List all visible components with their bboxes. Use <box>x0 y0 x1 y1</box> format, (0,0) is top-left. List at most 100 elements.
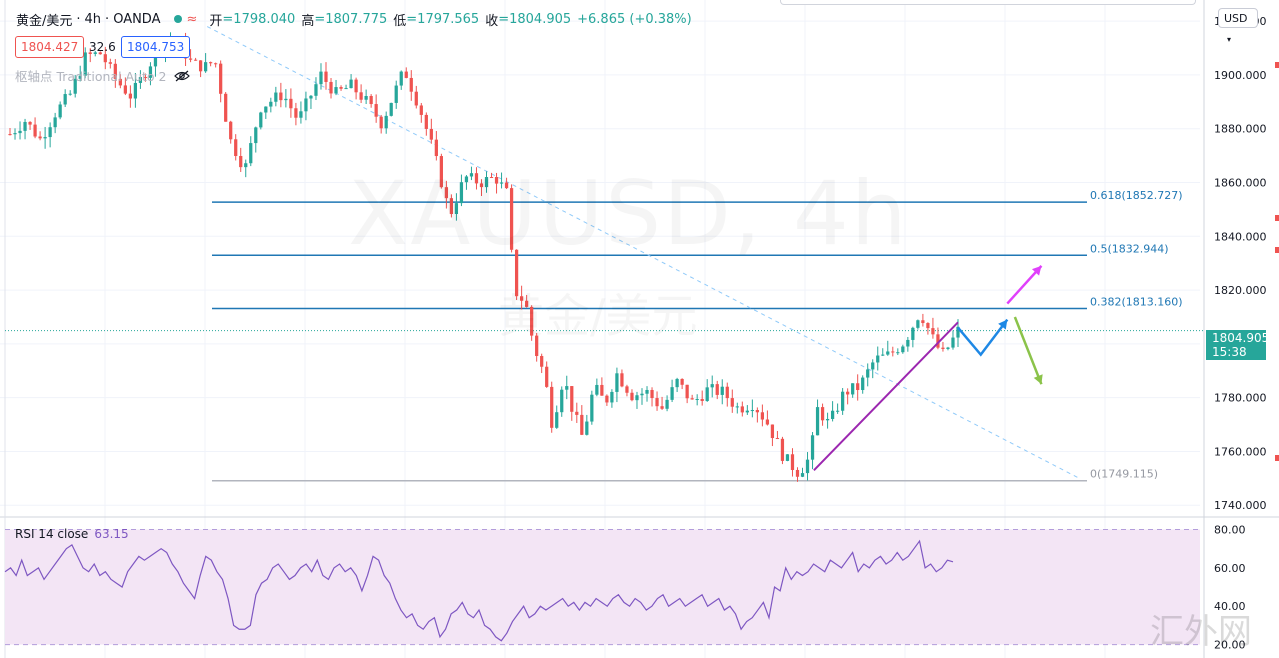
candle-body <box>846 391 850 395</box>
candle-body <box>685 384 689 399</box>
candle-body <box>254 127 258 144</box>
candle-body <box>926 323 930 329</box>
candle-body <box>123 85 127 94</box>
candle-body <box>545 366 549 387</box>
candle-body <box>866 369 870 378</box>
candle-body <box>209 62 213 64</box>
candle-body <box>615 373 619 392</box>
candle-body <box>595 384 599 395</box>
candle-body <box>936 334 940 348</box>
open-value: =1798.040 <box>222 11 296 27</box>
candle-body <box>565 386 569 390</box>
candle-body <box>319 71 323 85</box>
y-tick-label: 1740.000 <box>1214 499 1267 512</box>
currency-label: USD <box>1224 12 1248 25</box>
candle-body <box>193 59 198 61</box>
candle-body <box>439 156 443 188</box>
rsi-tick-label: 20.00 <box>1214 639 1246 652</box>
candle-body <box>489 177 494 179</box>
candle-body <box>921 320 925 324</box>
currency-dropdown[interactable]: USD ▾ <box>1218 8 1258 44</box>
symbol-name[interactable]: 黄金/美元 <box>16 13 73 29</box>
candle-body <box>374 104 378 117</box>
sell-price-button[interactable]: 1804.427 <box>15 36 85 58</box>
candle-body <box>334 87 338 94</box>
candle-body <box>956 326 960 338</box>
candle-body <box>148 66 153 78</box>
hide-eye-icon[interactable] <box>174 70 191 82</box>
candle-body <box>800 473 805 477</box>
candle-body <box>810 435 815 460</box>
change-value: +6.865 (+0.38%) <box>577 11 692 27</box>
candle-body <box>540 356 544 367</box>
separator: · <box>105 11 110 27</box>
candle-body <box>48 127 52 138</box>
rsi-tick-label: 80.00 <box>1214 524 1246 537</box>
candle-body <box>229 121 233 140</box>
candle-body <box>730 398 734 407</box>
candle-body <box>695 398 699 400</box>
candle-body <box>725 386 729 399</box>
candle-body <box>108 62 112 64</box>
candle-body <box>881 354 885 356</box>
rsi-legend[interactable]: RSI 14 close 63.15 <box>15 527 129 541</box>
candle-body <box>820 407 825 421</box>
candle-body <box>344 88 348 90</box>
candle-body <box>635 395 639 401</box>
candle-body <box>946 347 950 349</box>
candle-body <box>284 98 288 101</box>
wave-icon[interactable]: ≈ <box>186 11 198 27</box>
candle-body <box>896 352 900 354</box>
downtrend-dashed-line <box>206 26 1080 479</box>
rsi-band <box>5 529 1200 645</box>
candle-body <box>499 182 504 184</box>
chevron-down-icon: ▾ <box>1227 35 1232 44</box>
fib-level-label: 0(1749.115) <box>1090 468 1158 481</box>
candle-body <box>198 60 203 72</box>
candle-body <box>459 182 464 204</box>
candle-body <box>399 71 403 86</box>
candle-body <box>645 389 649 394</box>
last-price-value: 1804.905 <box>1212 331 1270 345</box>
candle-body <box>304 98 308 112</box>
candle-body <box>219 63 223 94</box>
candle-body <box>760 412 765 420</box>
buy-price-button[interactable]: 1804.753 <box>121 36 191 58</box>
candle-body <box>655 398 659 407</box>
rsi-tick-label: 60.00 <box>1214 562 1246 575</box>
candle-body <box>755 410 759 413</box>
candle-body <box>68 93 72 95</box>
candle-body <box>620 373 624 387</box>
candle-body <box>409 77 413 92</box>
candle-body <box>494 177 499 184</box>
high-label: 高 <box>301 13 315 29</box>
candle-body <box>349 79 353 89</box>
candle-body <box>314 84 318 96</box>
candle-body <box>309 95 313 99</box>
candle-body <box>128 93 133 99</box>
candle-body <box>856 383 860 391</box>
candle-body <box>705 387 709 402</box>
candle-body <box>63 94 67 105</box>
candle-body <box>916 320 920 328</box>
candle-body <box>73 78 77 94</box>
candle-body <box>203 62 208 72</box>
candle-body <box>675 378 679 388</box>
projection-arrow-line <box>957 318 1009 357</box>
pivot-indicator-legend[interactable]: 枢轴点 Traditional Auto 2 <box>15 66 191 85</box>
interval-label[interactable]: 4h <box>84 11 102 27</box>
candle-body <box>605 395 609 403</box>
candle-body <box>815 407 820 436</box>
candle-body <box>886 351 890 355</box>
candle-body <box>419 105 423 115</box>
candle-body <box>23 121 27 131</box>
candle-body <box>765 419 770 425</box>
fib-level-label: 0.382(1813.160) <box>1090 295 1183 308</box>
bar-countdown: 15:38 <box>1212 345 1247 359</box>
edge-marker <box>1275 215 1279 221</box>
candle-body <box>269 101 273 107</box>
candle-body <box>931 328 935 335</box>
candle-body <box>429 128 433 140</box>
candle-body <box>901 346 905 353</box>
low-label: 低 <box>393 13 407 29</box>
